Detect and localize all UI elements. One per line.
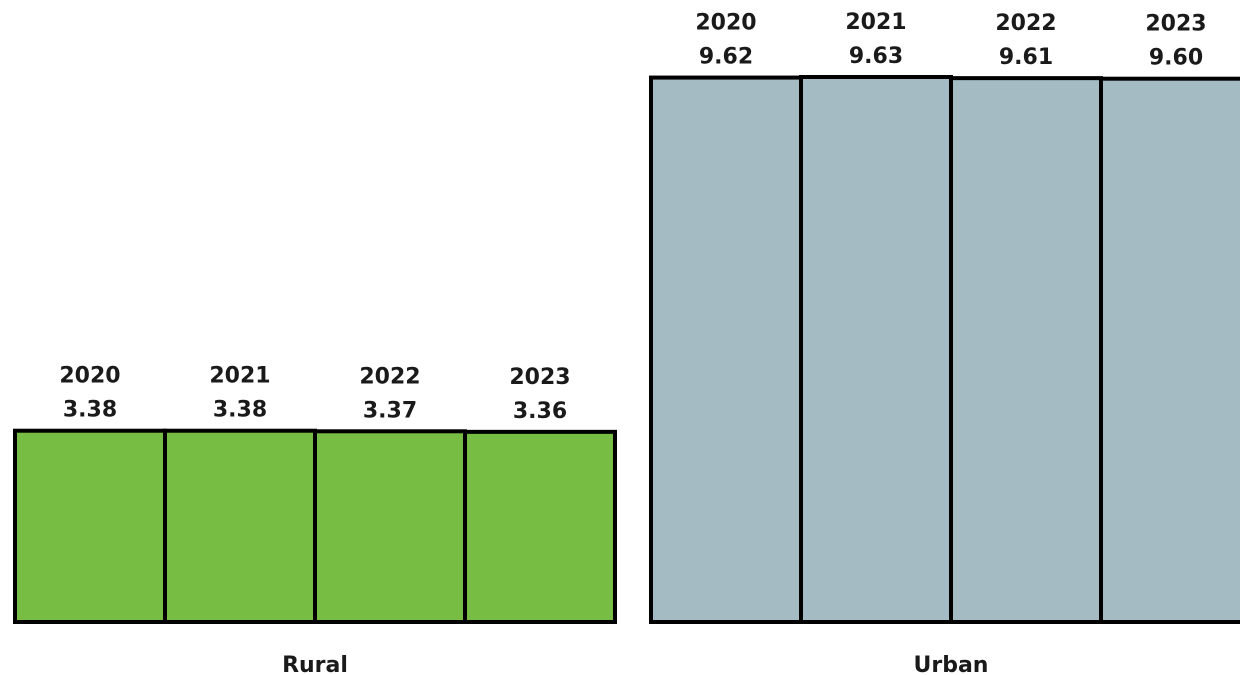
- value-label: 3.37: [363, 398, 417, 423]
- value-label: 3.36: [513, 399, 567, 424]
- year-label: 2023: [509, 365, 570, 390]
- bar-rural-2023: [463, 429, 617, 624]
- value-label: 9.61: [999, 45, 1053, 70]
- year-label: 2020: [59, 364, 120, 389]
- year-label: 2023: [1145, 12, 1206, 37]
- group-label-rural: Rural: [282, 653, 348, 675]
- year-label: 2022: [995, 11, 1056, 36]
- bar-group-rural: 2020 3.38 2021 3.38 2022 3.37 2023 3.36 Rural: [13, 364, 617, 675]
- value-label: 9.63: [849, 44, 903, 69]
- bar-urban-2020: [649, 75, 803, 625]
- value-label: 9.62: [699, 45, 753, 70]
- bar-rural-2021: [163, 428, 317, 625]
- value-label: 9.60: [1149, 46, 1203, 71]
- group-label-urban: Urban: [914, 653, 989, 675]
- bar-rural-2020: [13, 428, 167, 625]
- year-label: 2021: [209, 364, 270, 389]
- year-label: 2021: [845, 10, 906, 35]
- bar-urban-2023: [1099, 76, 1240, 625]
- bar-urban-2021: [799, 75, 953, 624]
- bar-group-urban: 2020 9.62 2021 9.63 2022 9.61 2023 9.60 Urban: [649, 10, 1240, 675]
- year-label: 2020: [695, 11, 756, 36]
- bar-rural-2022: [313, 429, 467, 624]
- year-label: 2022: [359, 364, 420, 389]
- value-label: 3.38: [213, 398, 267, 423]
- bar-urban-2022: [949, 76, 1103, 624]
- value-label: 3.38: [63, 398, 117, 423]
